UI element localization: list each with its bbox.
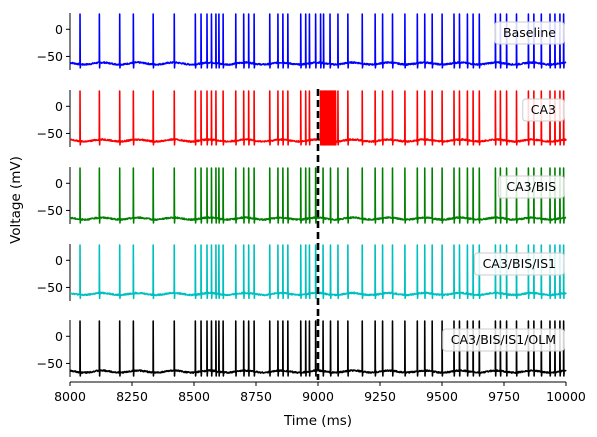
y-tick-label: 0 [55,329,63,344]
legend-box [442,328,565,352]
legend-box [494,21,565,45]
legend-label: Baseline [503,25,556,40]
legend-label: CA3/BIS/IS1 [483,256,556,271]
panel-0: 0 −50 Baseline [37,13,567,70]
y-tick-label: 0 [55,253,63,268]
panel-3: 0 −50 CA3/BIS/IS1 [37,243,567,321]
voltage-trace-line [69,320,567,377]
x-tick-label: 8250 [116,389,148,404]
panel-1: 0 −50 CA3 [37,89,567,167]
y-axis-label: Voltage (mV) [8,156,24,244]
x-tick-label: 9500 [426,389,458,404]
voltage-trace-line [69,13,567,69]
y-tick-label: 0 [55,99,63,114]
voltage-trace-line [69,167,567,224]
legend-label: CA3 [531,102,556,117]
y-tick-label: −50 [37,49,63,64]
x-tick-label: 8750 [240,389,272,404]
y-tick-label: −50 [37,126,63,141]
legend-label: CA3/BIS/IS1/OLM [451,332,556,347]
panel-2: 0 −50 CA3/BIS [37,166,567,244]
x-tick-label: 8000 [54,389,86,404]
x-tick-label: 9750 [488,389,520,404]
y-tick-label: −50 [37,280,63,295]
legend-box [474,252,565,276]
panel-4: 0 −50 CA3/BIS/IS1/OLM [37,319,567,380]
legend-box [497,175,565,199]
voltage-trace-line [69,90,567,146]
y-tick-label: 0 [55,176,63,191]
x-axis: 8000 8250 8500 8750 9000 9250 9500 9750 10000 [54,381,586,404]
x-axis-label: Time (ms) [283,413,352,429]
panels-group: 0 −50 Baseline 0 −50 CA3 0 −50 CA3/BIS 0 −50 CA3/BI… [37,13,567,380]
y-tick-label: −50 [37,356,63,371]
y-tick-label: −50 [37,203,63,218]
legend-label: CA3/BIS [506,179,556,194]
x-tick-label: 10000 [546,389,586,404]
x-tick-label: 9250 [364,389,396,404]
x-tick-label: 8500 [178,389,210,404]
x-tick-label: 9000 [302,389,334,404]
legend-box [522,98,565,122]
y-tick-label: 0 [55,22,63,37]
